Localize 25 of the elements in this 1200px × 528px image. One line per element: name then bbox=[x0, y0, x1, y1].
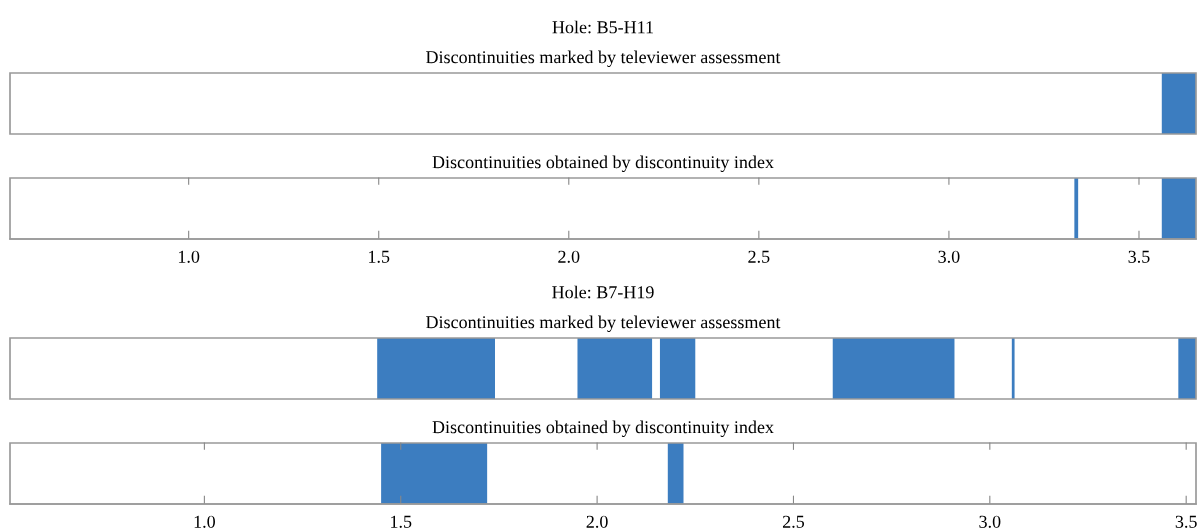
x-tick-label: 2.0 bbox=[586, 515, 608, 528]
bar bbox=[659, 338, 696, 399]
x-tick-label: 1.0 bbox=[194, 515, 215, 528]
x-tick-label: 1.5 bbox=[391, 515, 412, 528]
y-tick-label: Discontinuities marked by televiewer assessment bbox=[426, 315, 781, 332]
text: Hole: B7-H19 bbox=[552, 285, 654, 299]
x-tick-label: 3.5 bbox=[1128, 250, 1150, 263]
x-tick-label: 1.0 bbox=[178, 250, 200, 263]
text: Hole: B5-H11 bbox=[552, 20, 653, 34]
bar bbox=[577, 338, 653, 399]
x-tick-label: 2.0 bbox=[558, 250, 580, 263]
x-tick-label: 1.5 bbox=[369, 250, 390, 263]
x-tick-label: 3.0 bbox=[979, 515, 1001, 528]
bar bbox=[377, 338, 495, 399]
x-tick-label: 3.0 bbox=[938, 250, 960, 263]
x-tick-label: 2.5 bbox=[748, 250, 770, 263]
bar bbox=[381, 443, 488, 504]
y-tick-label: Discontinuities obtained by discontinuity index bbox=[432, 420, 774, 437]
y-tick-label: Discontinuities obtained by discontinuity index bbox=[432, 155, 774, 172]
y-tick-label: Discontinuities marked by televiewer assessment bbox=[426, 50, 781, 67]
bar bbox=[1011, 338, 1015, 399]
bar bbox=[667, 443, 684, 504]
x-tick-label: 2.5 bbox=[782, 515, 805, 528]
bar bbox=[832, 338, 955, 399]
x-tick-label: 3.5 bbox=[1175, 515, 1197, 528]
